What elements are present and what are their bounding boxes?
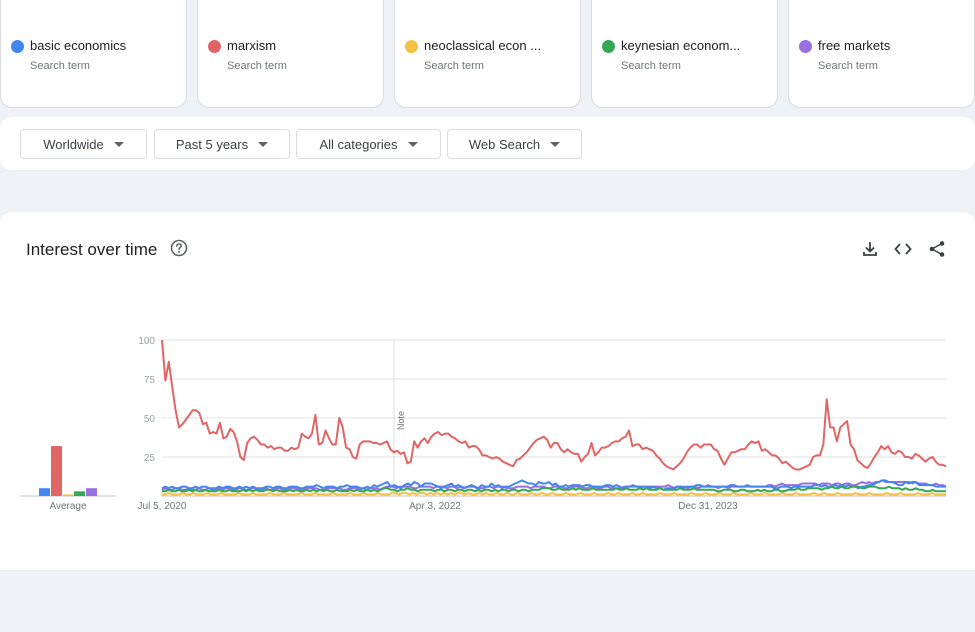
region-label: Worldwide	[43, 136, 104, 152]
chevron-down-icon	[113, 141, 124, 147]
interest-over-time-panel: Interest over time 100 75 50 25 Note Jul 5, 2…	[0, 212, 975, 570]
term-color-dot	[208, 40, 221, 53]
term-card-basic-economics[interactable]: basic economics Search term	[0, 0, 187, 108]
embed-icon[interactable]	[894, 240, 912, 258]
y-tick-label: 50	[144, 414, 156, 425]
average-bar	[86, 488, 97, 496]
series-line-basic-economics	[161, 479, 946, 491]
term-color-dot	[602, 40, 615, 53]
term-card-keynesian[interactable]: keynesian econom... Search term	[591, 0, 778, 108]
interest-chart: 100 75 50 25 Note Jul 5, 2020 Apr 3, 2022 Dec 3…	[20, 336, 947, 512]
term-subtitle: Search term	[621, 60, 681, 72]
x-tick-label: Jul 5, 2020	[138, 501, 187, 512]
average-label: Average	[49, 501, 87, 512]
term-subtitle: Search term	[227, 60, 287, 72]
average-bar	[63, 494, 74, 496]
x-tick-label: Apr 3, 2022	[409, 501, 461, 512]
series-line-marxism	[161, 339, 947, 471]
category-dropdown[interactable]: All categories	[296, 129, 441, 159]
y-tick-label: 100	[138, 336, 155, 347]
download-icon[interactable]	[861, 240, 879, 258]
y-tick-label: 25	[144, 453, 156, 464]
term-name: keynesian econom...	[621, 38, 741, 53]
average-bar	[74, 491, 85, 496]
chevron-down-icon	[258, 141, 269, 147]
term-subtitle: Search term	[424, 60, 484, 72]
term-subtitle: Search term	[818, 60, 878, 72]
term-name: neoclassical econ ...	[424, 38, 542, 53]
chevron-down-icon	[550, 141, 561, 147]
panel-title: Interest over time	[26, 240, 158, 259]
term-card-free-markets[interactable]: free markets Search term	[788, 0, 975, 108]
y-tick-label: 75	[144, 375, 156, 386]
term-color-dot	[405, 40, 418, 53]
region-dropdown[interactable]: Worldwide	[20, 129, 147, 159]
category-label: All categories	[319, 136, 398, 152]
filter-bar: Worldwide Past 5 years All categories We…	[0, 117, 975, 170]
series-line-free-markets	[161, 479, 947, 491]
share-icon[interactable]	[928, 240, 946, 258]
search-terms-row: basic economics Search term marxism Sear…	[0, 0, 975, 110]
series-line-keynesian-econom	[162, 485, 946, 493]
term-card-marxism[interactable]: marxism Search term	[197, 0, 384, 108]
help-icon[interactable]	[170, 239, 188, 257]
average-bar	[39, 488, 50, 496]
x-tick-label: Dec 31, 2023	[678, 501, 738, 512]
term-name: marxism	[227, 38, 277, 53]
term-color-dot	[11, 40, 24, 53]
term-color-dot	[799, 40, 812, 53]
note-label: Note	[396, 411, 406, 430]
time-range-dropdown[interactable]: Past 5 years	[154, 129, 290, 159]
term-name: free markets	[818, 38, 891, 53]
term-name: basic economics	[30, 38, 127, 53]
chevron-down-icon	[407, 141, 418, 147]
time-range-label: Past 5 years	[175, 136, 249, 152]
series-line-neoclassical-econ	[162, 491, 946, 496]
search-type-label: Web Search	[468, 136, 541, 152]
term-subtitle: Search term	[30, 60, 90, 72]
average-bar	[51, 446, 62, 496]
search-type-dropdown[interactable]: Web Search	[447, 129, 582, 159]
term-card-neoclassical[interactable]: neoclassical econ ... Search term	[394, 0, 581, 108]
